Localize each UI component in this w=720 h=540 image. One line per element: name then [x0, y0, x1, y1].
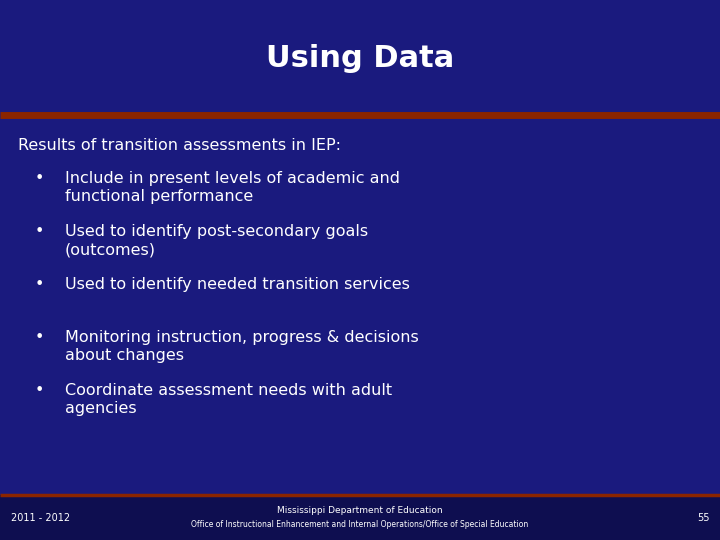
Text: Mississippi Department of Education: Mississippi Department of Education: [277, 506, 443, 515]
Text: •: •: [35, 277, 45, 292]
Bar: [0, 495, 720, 540]
Text: •: •: [35, 383, 45, 398]
Text: Coordinate assessment needs with adult
agencies: Coordinate assessment needs with adult a…: [65, 383, 392, 416]
Text: Used to identify post-secondary goals
(outcomes): Used to identify post-secondary goals (o…: [65, 224, 368, 257]
Text: Using Data: Using Data: [266, 44, 454, 72]
Bar: [0, 0, 720, 116]
Text: Include in present levels of academic and
functional performance: Include in present levels of academic an…: [65, 171, 400, 204]
Text: •: •: [35, 224, 45, 239]
Text: Results of transition assessments in IEP:: Results of transition assessments in IEP…: [18, 138, 341, 153]
Text: 2011 - 2012: 2011 - 2012: [11, 512, 70, 523]
Text: •: •: [35, 330, 45, 345]
Text: Used to identify needed transition services: Used to identify needed transition servi…: [65, 277, 410, 292]
Text: Monitoring instruction, progress & decisions
about changes: Monitoring instruction, progress & decis…: [65, 330, 418, 363]
Text: 55: 55: [697, 512, 709, 523]
Text: Office of Instructional Enhancement and Internal Operations/Office of Special Ed: Office of Instructional Enhancement and …: [192, 520, 528, 529]
Text: •: •: [35, 171, 45, 186]
